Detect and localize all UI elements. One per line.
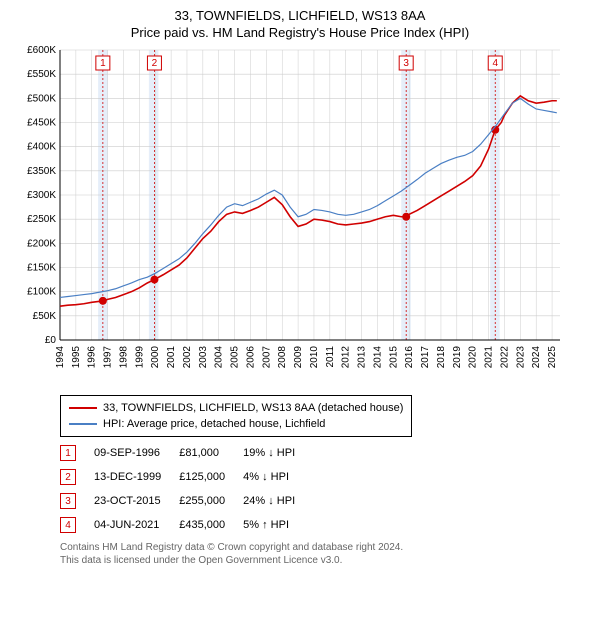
footer-line-1: Contains HM Land Registry data © Crown c…	[60, 541, 590, 554]
svg-text:1: 1	[100, 58, 106, 69]
svg-text:2001: 2001	[166, 346, 177, 369]
page-container: 33, TOWNFIELDS, LICHFIELD, WS13 8AA Pric…	[0, 0, 600, 575]
svg-text:£150K: £150K	[27, 263, 56, 274]
event-badge: 2	[60, 469, 76, 485]
event-price: £81,000	[179, 441, 243, 465]
event-row: 3 23-OCT-2015£255,00024% ↓ HPI	[60, 489, 313, 513]
svg-text:2024: 2024	[531, 346, 542, 369]
svg-text:2016: 2016	[404, 346, 415, 369]
svg-text:2020: 2020	[468, 346, 479, 369]
svg-text:£250K: £250K	[27, 214, 56, 225]
legend-swatch	[69, 423, 97, 425]
chart: £0 £50K £100K £150K £200K £250K £300K £350K £400…	[10, 44, 590, 389]
footer-line-2: This data is licensed under the Open Gov…	[60, 554, 590, 567]
svg-text:1997: 1997	[103, 346, 114, 369]
svg-text:2006: 2006	[245, 346, 256, 369]
event-price: £435,000	[179, 513, 243, 537]
svg-text:£500K: £500K	[27, 93, 56, 104]
svg-text:1995: 1995	[71, 346, 82, 369]
event-delta: 5% ↑ HPI	[243, 513, 313, 537]
event-delta: 24% ↓ HPI	[243, 489, 313, 513]
event-price: £125,000	[179, 465, 243, 489]
event-badge: 4	[60, 517, 76, 533]
svg-text:£200K: £200K	[27, 238, 56, 249]
svg-text:2004: 2004	[214, 346, 225, 369]
event-row: 2 13-DEC-1999£125,0004% ↓ HPI	[60, 465, 313, 489]
event-badge: 3	[60, 493, 76, 509]
svg-text:4: 4	[492, 58, 498, 69]
legend-label: HPI: Average price, detached house, Lich…	[103, 418, 325, 430]
legend-row-hpi: HPI: Average price, detached house, Lich…	[69, 416, 403, 432]
legend-row-price_paid: 33, TOWNFIELDS, LICHFIELD, WS13 8AA (det…	[69, 400, 403, 416]
svg-text:3: 3	[403, 58, 409, 69]
svg-text:2013: 2013	[357, 346, 368, 369]
svg-text:2002: 2002	[182, 346, 193, 369]
svg-text:1996: 1996	[87, 346, 98, 369]
event-delta: 19% ↓ HPI	[243, 441, 313, 465]
svg-text:1999: 1999	[134, 346, 145, 369]
svg-text:2000: 2000	[150, 346, 161, 369]
svg-text:1998: 1998	[118, 346, 129, 369]
svg-text:2012: 2012	[341, 346, 352, 369]
svg-text:£0: £0	[45, 335, 57, 346]
title-sub: Price paid vs. HM Land Registry's House …	[10, 25, 590, 40]
events-table: 1 09-SEP-1996£81,00019% ↓ HPI 2 13-DEC-1999…	[60, 441, 313, 537]
event-price: £255,000	[179, 489, 243, 513]
svg-text:£300K: £300K	[27, 190, 56, 201]
svg-text:2009: 2009	[293, 346, 304, 369]
legend-swatch	[69, 407, 97, 409]
event-date: 23-OCT-2015	[94, 489, 179, 513]
svg-text:£550K: £550K	[27, 69, 56, 80]
svg-text:2021: 2021	[484, 346, 495, 369]
svg-text:2017: 2017	[420, 346, 431, 369]
svg-text:2018: 2018	[436, 346, 447, 369]
svg-text:£400K: £400K	[27, 142, 56, 153]
svg-text:£450K: £450K	[27, 118, 56, 129]
svg-text:2015: 2015	[388, 346, 399, 369]
event-delta: 4% ↓ HPI	[243, 465, 313, 489]
svg-text:2003: 2003	[198, 346, 209, 369]
legend: 33, TOWNFIELDS, LICHFIELD, WS13 8AA (det…	[60, 395, 412, 437]
svg-text:£600K: £600K	[27, 45, 56, 56]
svg-text:£50K: £50K	[33, 311, 57, 322]
footer-note: Contains HM Land Registry data © Crown c…	[60, 541, 590, 567]
svg-text:2023: 2023	[515, 346, 526, 369]
event-date: 13-DEC-1999	[94, 465, 179, 489]
svg-text:2014: 2014	[372, 346, 383, 369]
svg-text:2019: 2019	[452, 346, 463, 369]
event-row: 4 04-JUN-2021£435,0005% ↑ HPI	[60, 513, 313, 537]
event-row: 1 09-SEP-1996£81,00019% ↓ HPI	[60, 441, 313, 465]
svg-text:2008: 2008	[277, 346, 288, 369]
title-main: 33, TOWNFIELDS, LICHFIELD, WS13 8AA	[10, 8, 590, 23]
svg-text:2010: 2010	[309, 346, 320, 369]
legend-label: 33, TOWNFIELDS, LICHFIELD, WS13 8AA (det…	[103, 402, 403, 414]
svg-text:2022: 2022	[499, 346, 510, 369]
svg-text:2: 2	[152, 58, 158, 69]
svg-text:2025: 2025	[547, 346, 558, 369]
svg-text:2005: 2005	[230, 346, 241, 369]
event-badge: 1	[60, 445, 76, 461]
svg-text:2011: 2011	[325, 346, 336, 368]
svg-text:2007: 2007	[261, 346, 272, 369]
event-date: 09-SEP-1996	[94, 441, 179, 465]
event-date: 04-JUN-2021	[94, 513, 179, 537]
svg-text:£350K: £350K	[27, 166, 56, 177]
svg-text:1994: 1994	[55, 346, 66, 369]
title-block: 33, TOWNFIELDS, LICHFIELD, WS13 8AA Pric…	[10, 8, 590, 40]
svg-text:£100K: £100K	[27, 287, 56, 298]
chart-svg: £0 £50K £100K £150K £200K £250K £300K £350K £400…	[10, 44, 570, 384]
